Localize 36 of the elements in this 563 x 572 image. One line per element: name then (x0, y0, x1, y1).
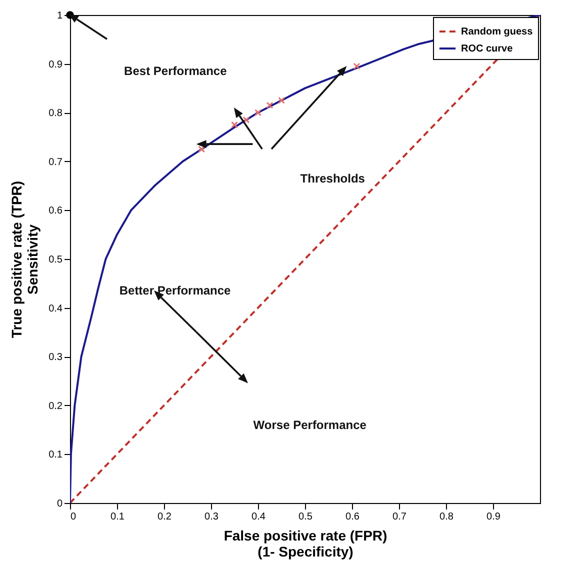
y-tick-label: 0.4 (48, 303, 63, 314)
point (231, 121, 238, 128)
annotation: Best Performance (124, 64, 228, 78)
y-tick-label: 0.3 (48, 352, 63, 364)
y-tick-label: 0.5 (48, 254, 63, 266)
y-tick-label: 0.2 (48, 400, 63, 412)
point (242, 116, 250, 124)
x-tick-label: 0.1 (110, 512, 125, 522)
x-tick-label: 0.2 (158, 512, 172, 522)
y-tick-label: 0.6 (48, 206, 63, 217)
point (278, 96, 285, 104)
point (198, 146, 206, 153)
y-tick-label: 1 (56, 10, 63, 22)
x-tick-label: 0.6 (346, 512, 360, 522)
x-tick-label: 0.3 (204, 512, 219, 522)
x-tick-label: 0.4 (252, 512, 266, 522)
point (254, 109, 262, 116)
y-tick-label: 0.9 (48, 59, 63, 70)
x-tick-label: 0.8 (440, 512, 454, 522)
point (266, 102, 274, 109)
y-tick-label: 0.7 (48, 156, 63, 168)
x-tick-label: 0.7 (392, 512, 407, 522)
y-tick-label: 0.8 (48, 108, 63, 120)
annotation: Thresholds (300, 171, 366, 186)
y-tick-label: 0.1 (48, 450, 63, 461)
annotation: Worse Performance (253, 418, 367, 432)
legend-label: Random guess (461, 26, 534, 38)
x-tick-label: 0 (70, 512, 76, 522)
x-tick-label: 0.9 (486, 512, 501, 522)
point (353, 62, 360, 70)
x-axis-title: False positive rate (FPR) (1- Specificity) (224, 528, 388, 560)
x-tick-label: 0.5 (298, 512, 313, 522)
y-tick-label: 0 (56, 498, 63, 510)
y-axis-title: True positive rate (TPR) Sensitivity (8, 180, 41, 338)
legend-label: ROC curve (461, 44, 514, 54)
annotation: Better Performance (119, 284, 232, 298)
